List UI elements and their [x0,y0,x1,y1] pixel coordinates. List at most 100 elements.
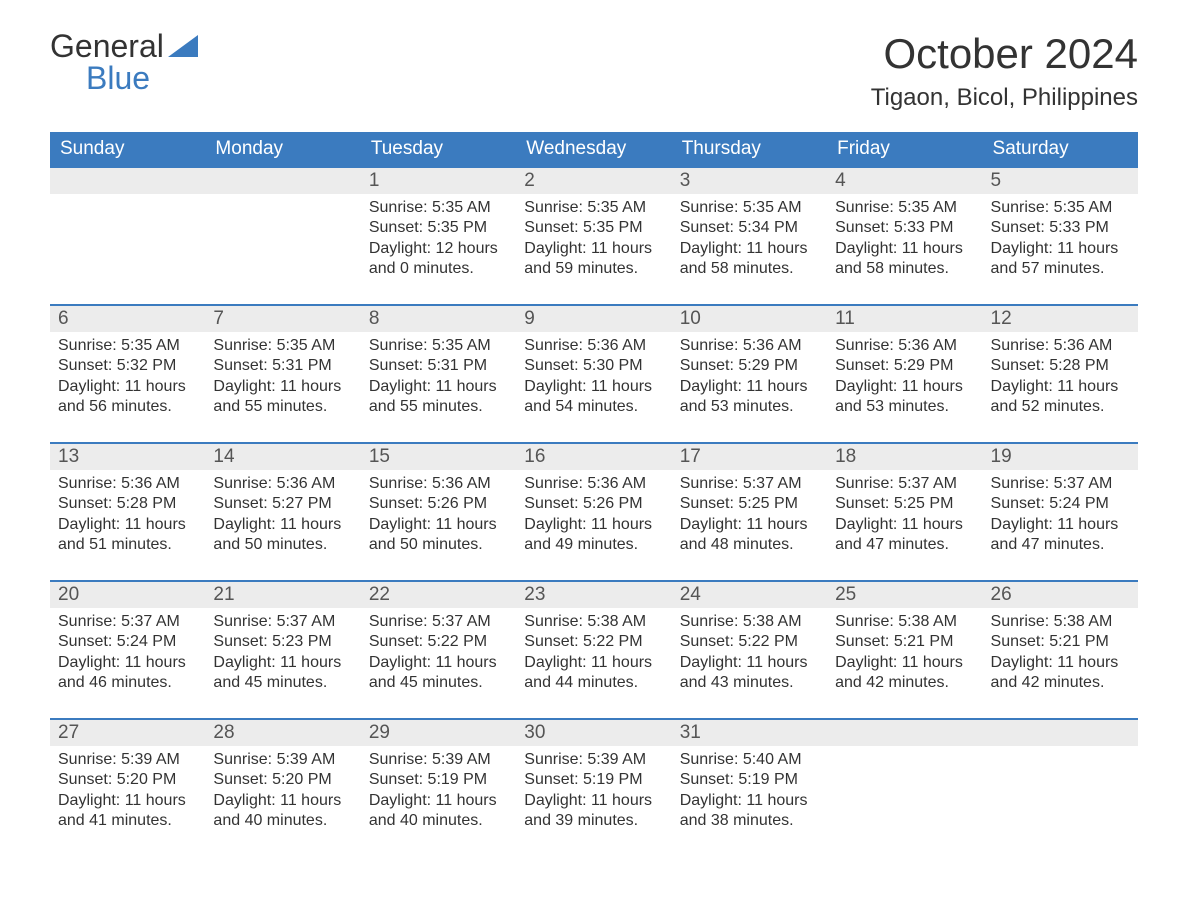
day-number: 2 [516,168,671,194]
day-number [205,168,360,194]
day-body: Sunrise: 5:40 AMSunset: 5:19 PMDaylight:… [672,746,827,856]
day-line: Daylight: 11 hours [835,653,974,673]
day-cell-14: 14Sunrise: 5:36 AMSunset: 5:27 PMDayligh… [205,443,360,581]
day-line: Daylight: 11 hours [991,377,1130,397]
day-number: 5 [983,168,1138,194]
day-line: Sunrise: 5:35 AM [58,336,197,356]
day-header-tuesday: Tuesday [361,132,516,167]
day-body: Sunrise: 5:35 AMSunset: 5:33 PMDaylight:… [827,194,982,304]
day-line: Sunrise: 5:39 AM [213,750,352,770]
day-line: Daylight: 11 hours [369,791,508,811]
day-cell-1: 1Sunrise: 5:35 AMSunset: 5:35 PMDaylight… [361,167,516,305]
day-header-monday: Monday [205,132,360,167]
day-line: Daylight: 11 hours [58,515,197,535]
day-line: Daylight: 11 hours [680,377,819,397]
day-number: 28 [205,720,360,746]
day-body: Sunrise: 5:38 AMSunset: 5:22 PMDaylight:… [516,608,671,718]
day-body: Sunrise: 5:38 AMSunset: 5:22 PMDaylight:… [672,608,827,718]
day-body: Sunrise: 5:38 AMSunset: 5:21 PMDaylight:… [983,608,1138,718]
day-number: 19 [983,444,1138,470]
day-line: Daylight: 11 hours [680,653,819,673]
day-line: Sunrise: 5:38 AM [680,612,819,632]
day-number: 31 [672,720,827,746]
day-line: and 52 minutes. [991,397,1130,417]
day-line: and 40 minutes. [369,811,508,831]
day-line: Sunset: 5:26 PM [524,494,663,514]
day-cell-empty [983,719,1138,856]
day-line: Sunrise: 5:36 AM [369,474,508,494]
day-line: Sunrise: 5:39 AM [369,750,508,770]
day-line: Sunrise: 5:36 AM [58,474,197,494]
day-number: 29 [361,720,516,746]
day-line: Sunrise: 5:40 AM [680,750,819,770]
week-row: 6Sunrise: 5:35 AMSunset: 5:32 PMDaylight… [50,305,1138,443]
day-body: Sunrise: 5:36 AMSunset: 5:29 PMDaylight:… [827,332,982,442]
day-cell-empty [205,167,360,305]
day-line: Sunset: 5:32 PM [58,356,197,376]
day-body [983,746,1138,856]
day-number: 12 [983,306,1138,332]
day-cell-23: 23Sunrise: 5:38 AMSunset: 5:22 PMDayligh… [516,581,671,719]
day-line: and 58 minutes. [835,259,974,279]
day-line: Sunset: 5:28 PM [991,356,1130,376]
day-cell-6: 6Sunrise: 5:35 AMSunset: 5:32 PMDaylight… [50,305,205,443]
day-line: and 44 minutes. [524,673,663,693]
day-line: Sunset: 5:25 PM [680,494,819,514]
day-number: 18 [827,444,982,470]
day-line: Sunset: 5:35 PM [369,218,508,238]
day-line: Sunset: 5:29 PM [680,356,819,376]
day-line: Sunset: 5:26 PM [369,494,508,514]
day-line: Daylight: 11 hours [680,239,819,259]
logo-line1-wrap: General [50,30,198,62]
day-cell-24: 24Sunrise: 5:38 AMSunset: 5:22 PMDayligh… [672,581,827,719]
day-body: Sunrise: 5:39 AMSunset: 5:19 PMDaylight:… [361,746,516,856]
day-line: Sunset: 5:22 PM [369,632,508,652]
day-number [50,168,205,194]
day-line: Sunset: 5:28 PM [58,494,197,514]
day-cell-27: 27Sunrise: 5:39 AMSunset: 5:20 PMDayligh… [50,719,205,856]
day-line: and 45 minutes. [369,673,508,693]
logo-line1: General [50,30,164,62]
day-line: Sunset: 5:31 PM [213,356,352,376]
day-line: Daylight: 11 hours [835,515,974,535]
day-line: and 42 minutes. [835,673,974,693]
day-number: 23 [516,582,671,608]
day-number: 14 [205,444,360,470]
day-body: Sunrise: 5:36 AMSunset: 5:28 PMDaylight:… [50,470,205,580]
day-header-sunday: Sunday [50,132,205,167]
day-header-row: SundayMondayTuesdayWednesdayThursdayFrid… [50,132,1138,167]
day-line: and 57 minutes. [991,259,1130,279]
day-line: Sunset: 5:30 PM [524,356,663,376]
day-line: and 56 minutes. [58,397,197,417]
day-cell-4: 4Sunrise: 5:35 AMSunset: 5:33 PMDaylight… [827,167,982,305]
day-line: Daylight: 11 hours [58,377,197,397]
day-body: Sunrise: 5:39 AMSunset: 5:20 PMDaylight:… [50,746,205,856]
day-header-thursday: Thursday [672,132,827,167]
day-line: Sunrise: 5:36 AM [835,336,974,356]
day-line: Sunrise: 5:37 AM [680,474,819,494]
week-row: 20Sunrise: 5:37 AMSunset: 5:24 PMDayligh… [50,581,1138,719]
day-line: Sunset: 5:21 PM [835,632,974,652]
day-line: and 54 minutes. [524,397,663,417]
day-number: 25 [827,582,982,608]
day-line: Sunrise: 5:39 AM [524,750,663,770]
day-header-saturday: Saturday [983,132,1138,167]
day-number: 15 [361,444,516,470]
day-body: Sunrise: 5:35 AMSunset: 5:34 PMDaylight:… [672,194,827,304]
day-body: Sunrise: 5:35 AMSunset: 5:31 PMDaylight:… [361,332,516,442]
day-line: and 53 minutes. [835,397,974,417]
day-line: and 43 minutes. [680,673,819,693]
day-cell-15: 15Sunrise: 5:36 AMSunset: 5:26 PMDayligh… [361,443,516,581]
day-line: and 48 minutes. [680,535,819,555]
day-line: Daylight: 12 hours [369,239,508,259]
day-number [983,720,1138,746]
day-cell-26: 26Sunrise: 5:38 AMSunset: 5:21 PMDayligh… [983,581,1138,719]
day-line: and 55 minutes. [213,397,352,417]
day-line: Sunset: 5:21 PM [991,632,1130,652]
day-cell-21: 21Sunrise: 5:37 AMSunset: 5:23 PMDayligh… [205,581,360,719]
day-cell-8: 8Sunrise: 5:35 AMSunset: 5:31 PMDaylight… [361,305,516,443]
calendar-table: SundayMondayTuesdayWednesdayThursdayFrid… [50,132,1138,856]
day-body: Sunrise: 5:36 AMSunset: 5:29 PMDaylight:… [672,332,827,442]
day-body: Sunrise: 5:35 AMSunset: 5:33 PMDaylight:… [983,194,1138,304]
day-line: Sunset: 5:20 PM [213,770,352,790]
